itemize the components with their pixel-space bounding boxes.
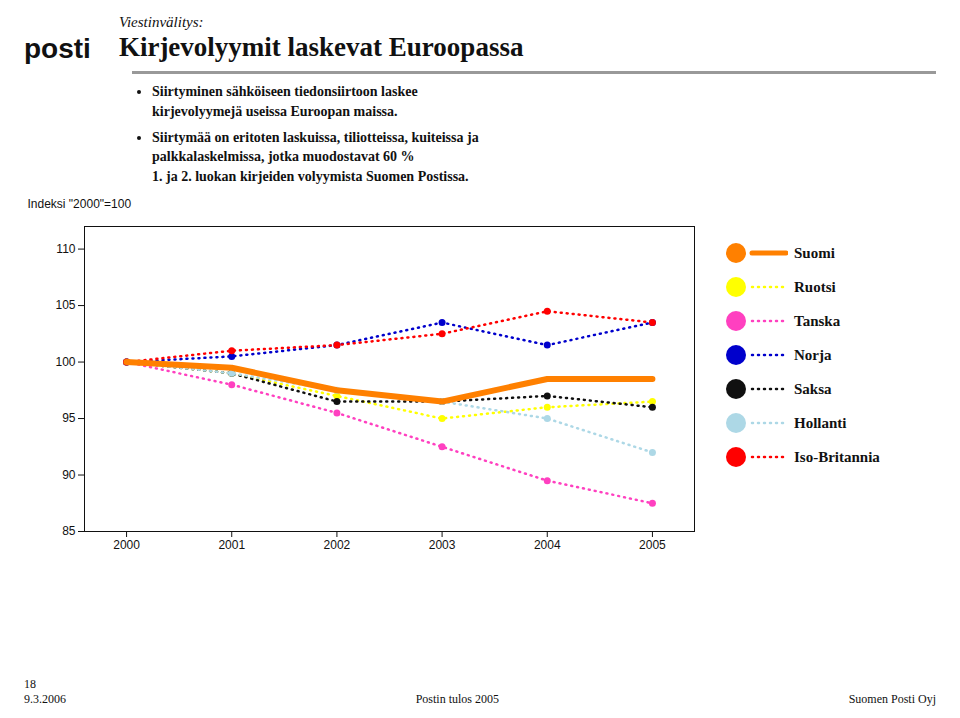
html-text:Ruotsi: Ruotsi [794,278,836,295]
html-text:Hollanti: Hollanti [794,414,847,431]
html-text:Viestinvälitys:: Viestinvälitys: [118,14,204,30]
svg-text:2004: 2004 [534,538,561,552]
html-text:Siirtymää on eritoten laskuiss: Siirtymää on eritoten laskuissa, tiliott… [152,129,479,184]
html-text:18 9.3.2006: 18 9.3.2006 [24,676,66,707]
svg-text:Indeksi "2000"=100: Indeksi "2000"=100 [28,197,132,211]
svg-text:2001: 2001 [218,538,245,552]
svg-text:95: 95 [62,412,76,426]
html-text:Siirtyminen sähköiseen tiedons: Siirtyminen sähköiseen tiedonsiirtoon la… [152,84,418,119]
svg-text:110: 110 [56,242,75,256]
html-text:Suomi: Suomi [794,244,835,261]
svg-text:90: 90 [62,468,76,482]
html-text:Postin tulos 2005: Postin tulos 2005 [415,692,499,707]
svg-text:2002: 2002 [324,538,351,552]
svg-text:100: 100 [55,355,75,369]
svg-text:105: 105 [55,299,75,313]
html-text:Saksa: Saksa [794,380,832,397]
html-text:posti: posti [24,33,91,65]
html-text:Iso-Britannia: Iso-Britannia [794,448,880,465]
html-text:Tanska: Tanska [794,312,841,329]
html-text:Norja: Norja [794,346,832,363]
html-text:Suomen Posti Oyj: Suomen Posti Oyj [848,692,936,707]
svg-text:2005: 2005 [639,538,666,552]
svg-text:85: 85 [62,525,76,539]
html-text:Kirjevolyymit laskevat Euroopa: Kirjevolyymit laskevat Euroopassa [118,32,524,62]
svg-text:2000: 2000 [113,538,140,552]
svg-text:2003: 2003 [429,538,456,552]
